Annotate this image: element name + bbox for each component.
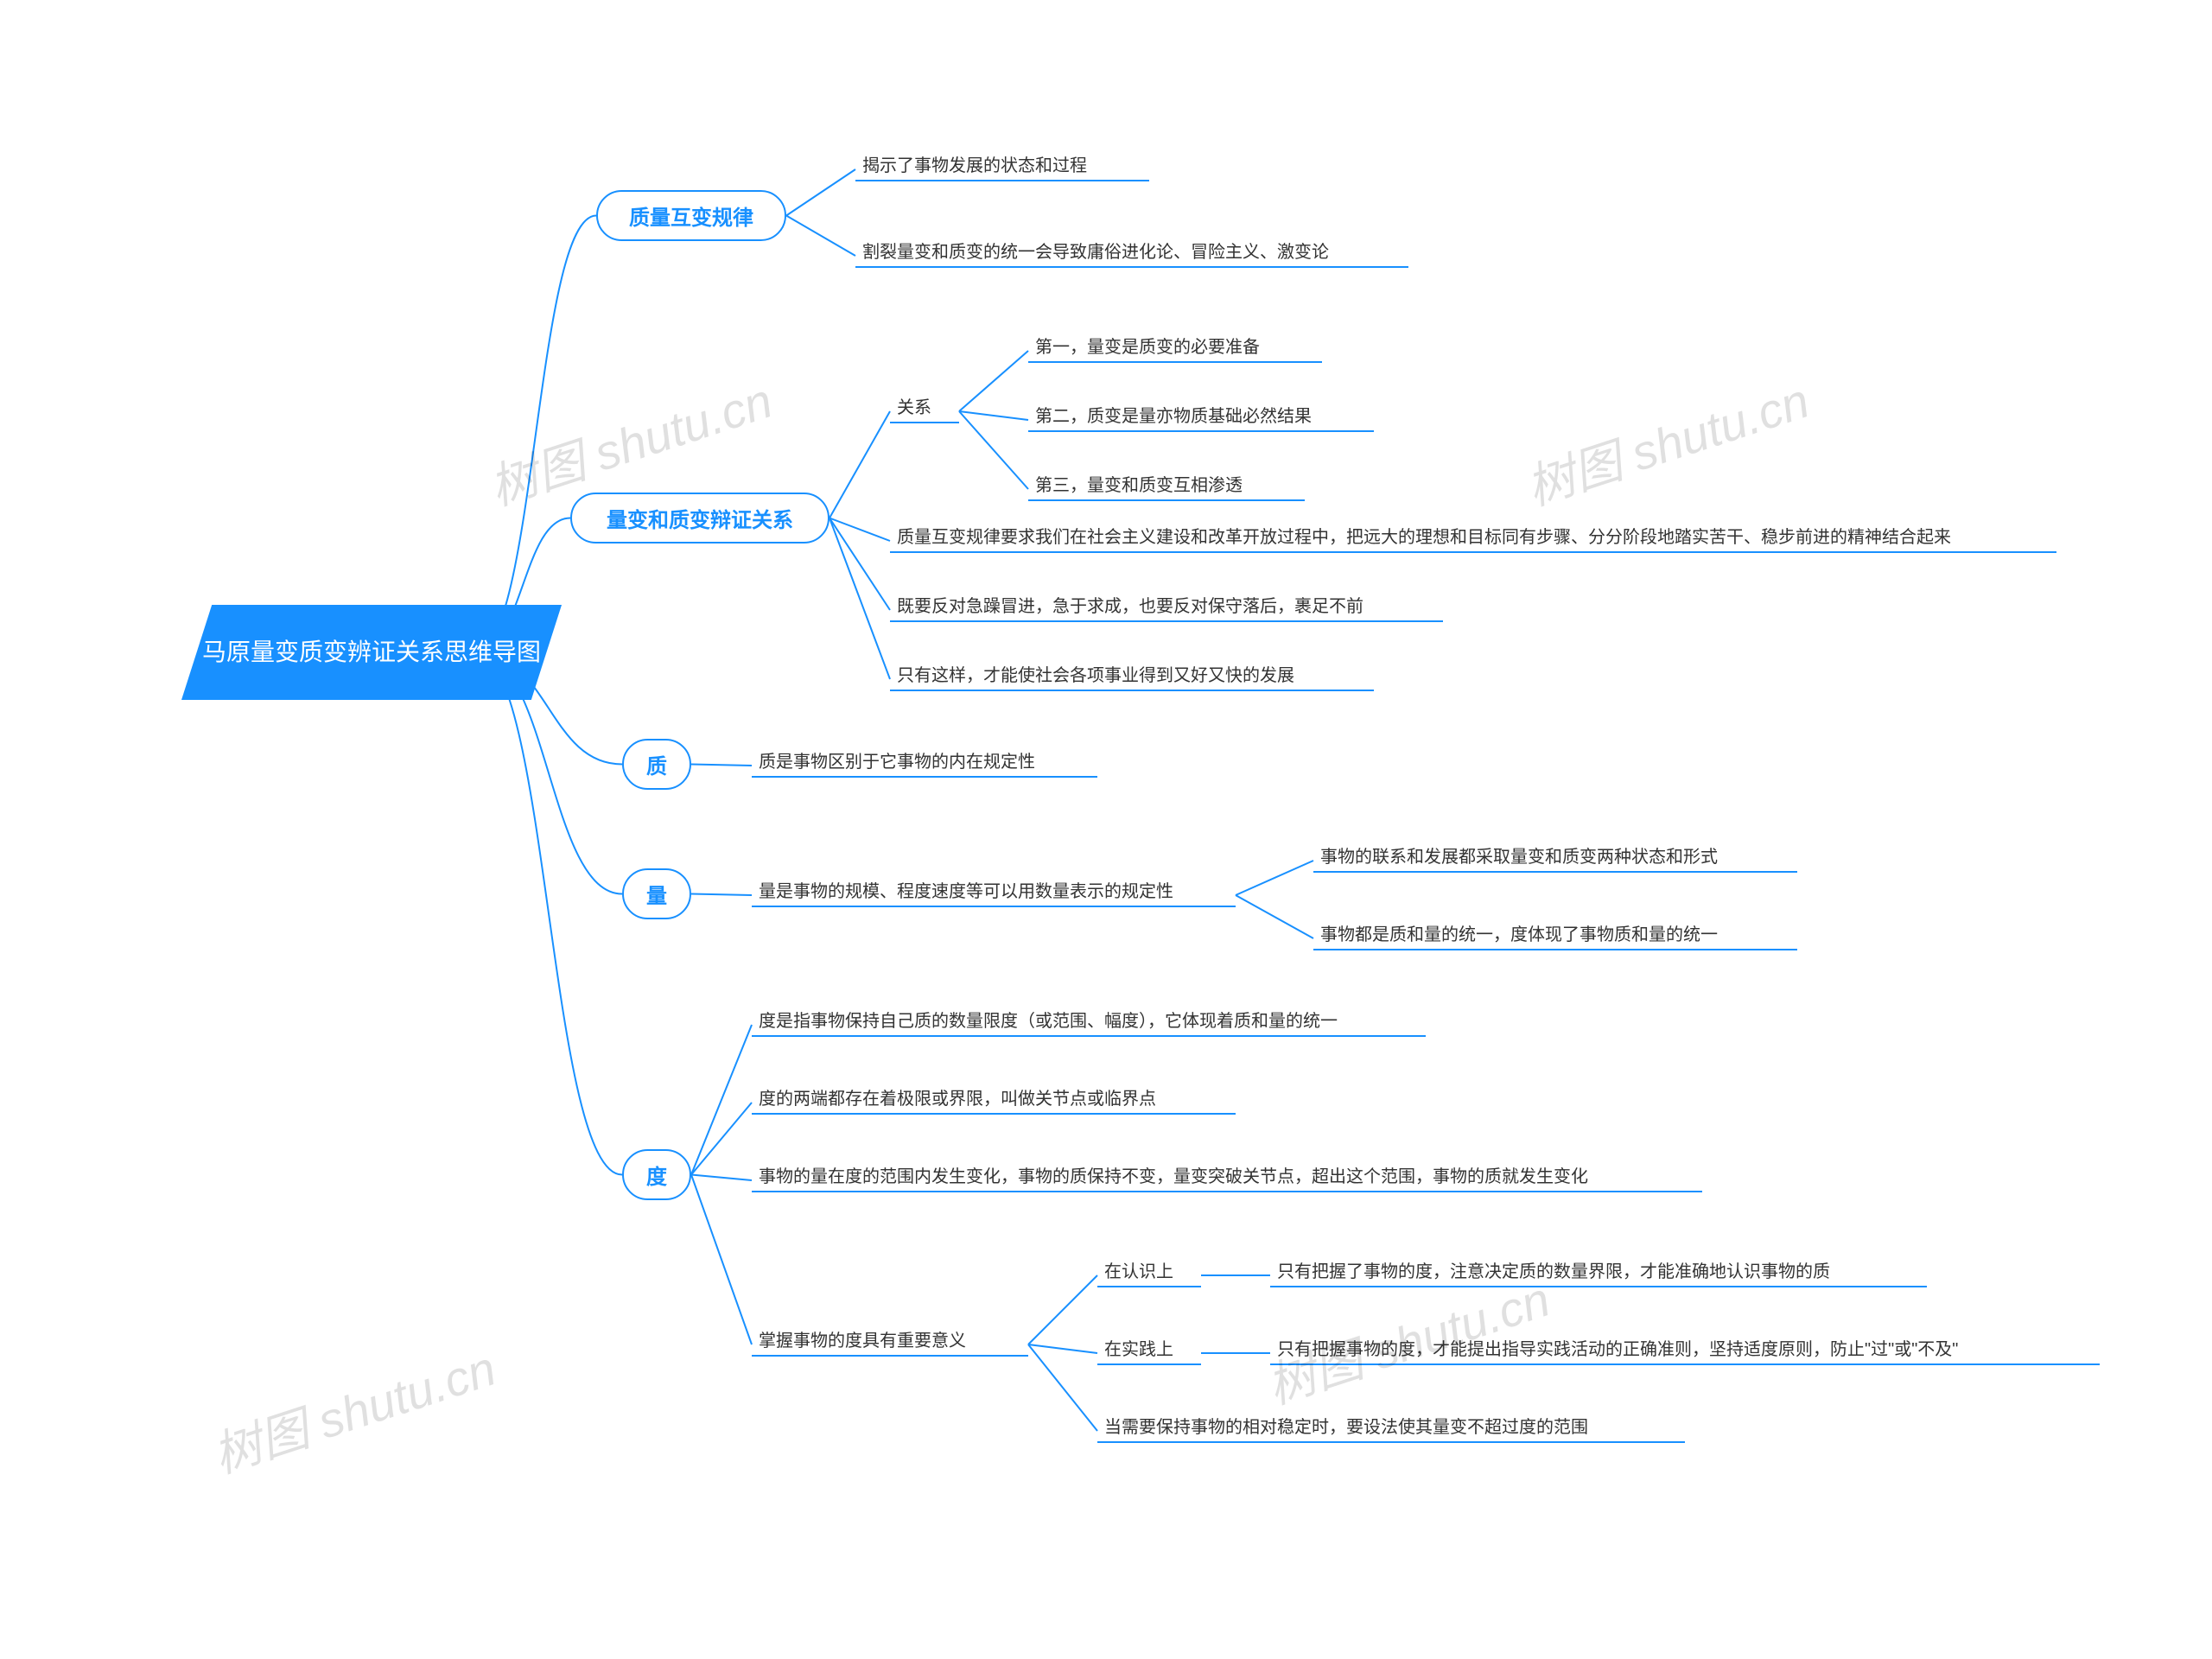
node-b5c4a-label: 在认识上	[1104, 1257, 1173, 1282]
node-b5c1-label: 度是指事物保持自己质的数量限度（或范围、幅度），它体现着质和量的统一	[759, 1007, 1338, 1032]
branch-b3-label: 质	[646, 749, 667, 779]
branch-b1-label: 质量互变规律	[629, 200, 753, 231]
node-b5c3-label: 事物的量在度的范围内发生变化，事物的质保持不变，量变突破关节点，超出这个范围，事…	[759, 1162, 1588, 1187]
node-b5c4a1[interactable]: 只有把握了事物的度，注意决定质的数量界限，才能准确地认识事物的质	[1270, 1253, 1927, 1287]
node-b5c4[interactable]: 掌握事物的度具有重要意义	[752, 1322, 1028, 1357]
node-b4c1b-label: 事物都是质和量的统一，度体现了事物质和量的统一	[1320, 920, 1718, 945]
branch-b4-label: 量	[646, 879, 667, 909]
node-b2c4[interactable]: 只有这样，才能使社会各项事业得到又好又快的发展	[890, 657, 1374, 691]
node-b5c4-label: 掌握事物的度具有重要意义	[759, 1326, 966, 1351]
node-b5c2[interactable]: 度的两端都存在着极限或界限，叫做关节点或临界点	[752, 1080, 1236, 1115]
node-b5c4a[interactable]: 在认识上	[1097, 1253, 1201, 1287]
node-b2c3-label: 既要反对急躁冒进，急于求成，也要反对保守落后，裹足不前	[897, 592, 1363, 617]
node-b2c1c-label: 第三，量变和质变互相渗透	[1035, 471, 1243, 496]
node-b2c2[interactable]: 质量互变规律要求我们在社会主义建设和改革开放过程中，把远大的理想和目标同有步骤、…	[890, 518, 2056, 553]
branch-b2[interactable]: 量变和质变辩证关系	[570, 493, 830, 543]
branch-b4[interactable]: 量	[622, 868, 691, 919]
node-b2c1b[interactable]: 第二，质变是量亦物质基础必然结果	[1028, 397, 1374, 432]
branch-b1[interactable]: 质量互变规律	[596, 190, 786, 241]
node-b4c1a-label: 事物的联系和发展都采取量变和质变两种状态和形式	[1320, 842, 1718, 868]
node-b4c1[interactable]: 量是事物的规模、程度速度等可以用数量表示的规定性	[752, 873, 1236, 907]
node-b2c1a-label: 第一，量变是质变的必要准备	[1035, 333, 1260, 358]
mindmap-canvas: 马原量变质变辨证关系思维导图 质量互变规律 揭示了事物发展的状态和过程割裂量变和质变…	[0, 0, 2212, 1659]
node-b3c1[interactable]: 质是事物区别于它事物的内在规定性	[752, 743, 1097, 778]
node-b4c1b[interactable]: 事物都是质和量的统一，度体现了事物质和量的统一	[1313, 916, 1797, 950]
node-b5c4b[interactable]: 在实践上	[1097, 1331, 1201, 1365]
branch-b5[interactable]: 度	[622, 1149, 691, 1200]
node-b2c4-label: 只有这样，才能使社会各项事业得到又好又快的发展	[897, 661, 1294, 686]
watermark: 树图 shutu.cn	[203, 1330, 504, 1487]
node-b5c4b1[interactable]: 只有把握事物的度，才能提出指导实践活动的正确准则，坚持适度原则，防止"过"或"不…	[1270, 1331, 2100, 1365]
node-b5c4c-label: 当需要保持事物的相对稳定时，要设法使其量变不超过度的范围	[1104, 1413, 1588, 1438]
branch-b3[interactable]: 质	[622, 739, 691, 790]
node-b2c1[interactable]: 关系	[890, 389, 959, 423]
node-b4c1-label: 量是事物的规模、程度速度等可以用数量表示的规定性	[759, 877, 1173, 902]
node-b2c1a[interactable]: 第一，量变是质变的必要准备	[1028, 328, 1322, 363]
branch-b5-label: 度	[646, 1160, 667, 1190]
node-b5c4a1-label: 只有把握了事物的度，注意决定质的数量界限，才能准确地认识事物的质	[1277, 1257, 1830, 1282]
node-b5c4b1-label: 只有把握事物的度，才能提出指导实践活动的正确准则，坚持适度原则，防止"过"或"不…	[1277, 1335, 1958, 1360]
node-b2c1b-label: 第二，质变是量亦物质基础必然结果	[1035, 402, 1312, 427]
node-b1c1-label: 揭示了事物发展的状态和过程	[862, 151, 1087, 176]
node-b5c1[interactable]: 度是指事物保持自己质的数量限度（或范围、幅度），它体现着质和量的统一	[752, 1002, 1426, 1037]
branch-b2-label: 量变和质变辩证关系	[607, 503, 793, 533]
node-b4c1a[interactable]: 事物的联系和发展都采取量变和质变两种状态和形式	[1313, 838, 1797, 873]
node-b1c1[interactable]: 揭示了事物发展的状态和过程	[855, 147, 1149, 181]
root-node[interactable]: 马原量变质变辨证关系思维导图	[181, 605, 562, 700]
node-b1c2[interactable]: 割裂量变和质变的统一会导致庸俗进化论、冒险主义、激变论	[855, 233, 1408, 268]
node-b5c4b-label: 在实践上	[1104, 1335, 1173, 1360]
node-b3c1-label: 质是事物区别于它事物的内在规定性	[759, 747, 1035, 772]
node-b5c2-label: 度的两端都存在着极限或界限，叫做关节点或临界点	[759, 1084, 1156, 1109]
root-line: 马原量变质变辨证关系	[202, 634, 444, 671]
node-b2c1-label: 关系	[897, 393, 931, 418]
node-b2c3[interactable]: 既要反对急躁冒进，急于求成，也要反对保守落后，裹足不前	[890, 588, 1443, 622]
watermark: 树图 shutu.cn	[1516, 362, 1817, 519]
node-b5c3[interactable]: 事物的量在度的范围内发生变化，事物的质保持不变，量变突破关节点，超出这个范围，事…	[752, 1158, 1702, 1192]
node-b1c2-label: 割裂量变和质变的统一会导致庸俗进化论、冒险主义、激变论	[862, 238, 1329, 263]
node-b2c1c[interactable]: 第三，量变和质变互相渗透	[1028, 467, 1305, 501]
node-b2c2-label: 质量互变规律要求我们在社会主义建设和改革开放过程中，把远大的理想和目标同有步骤、…	[897, 523, 1951, 548]
root-line: 思维导图	[444, 634, 541, 671]
node-b5c4c[interactable]: 当需要保持事物的相对稳定时，要设法使其量变不超过度的范围	[1097, 1408, 1685, 1443]
